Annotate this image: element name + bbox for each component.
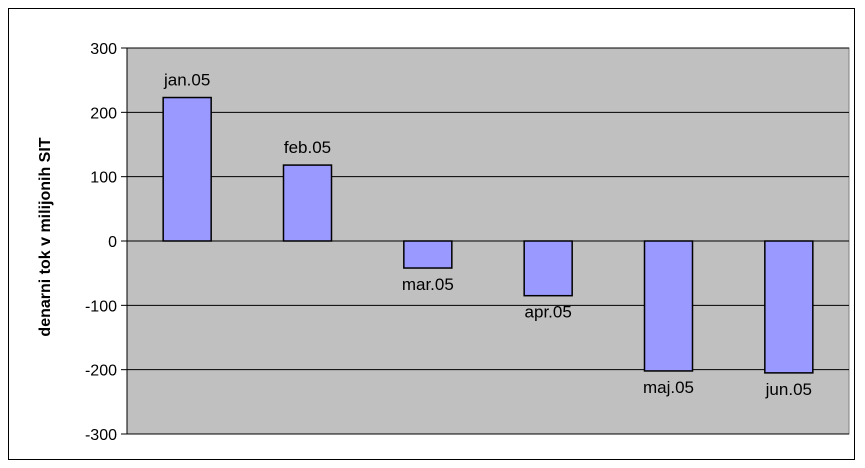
bars [162,96,814,374]
bar-mar.05 [403,240,453,269]
bar-feb.05 [282,164,333,242]
data-labels: jan.05 feb.05 mar.05 apr.05 maj.05 jun.05 [163,71,812,399]
data-label: feb.05 [284,138,331,157]
data-label: jun.05 [765,380,812,399]
y-tick-label: 100 [90,170,117,187]
bar-jan.05 [162,96,212,242]
data-label: mar.05 [402,275,454,294]
y-tick-label: 200 [90,105,117,122]
y-tick-label: 0 [108,234,117,251]
y-tick-label: -300 [85,427,117,444]
gridlines [127,47,849,435]
y-axis-label: denarni tok v milijonih SIT [37,137,54,336]
bar-jun.05 [764,240,814,374]
y-tick-label: -200 [85,363,117,380]
data-label: jan.05 [163,71,210,90]
bar-apr.05 [523,240,573,297]
y-tick-label: 300 [90,41,117,58]
y-axis: 300 200 100 0 -100 -200 -300 [85,41,128,444]
y-tick-label: -100 [85,298,117,315]
data-label: apr.05 [525,303,572,322]
data-label: maj.05 [643,378,694,397]
bar-maj.05 [643,240,694,372]
